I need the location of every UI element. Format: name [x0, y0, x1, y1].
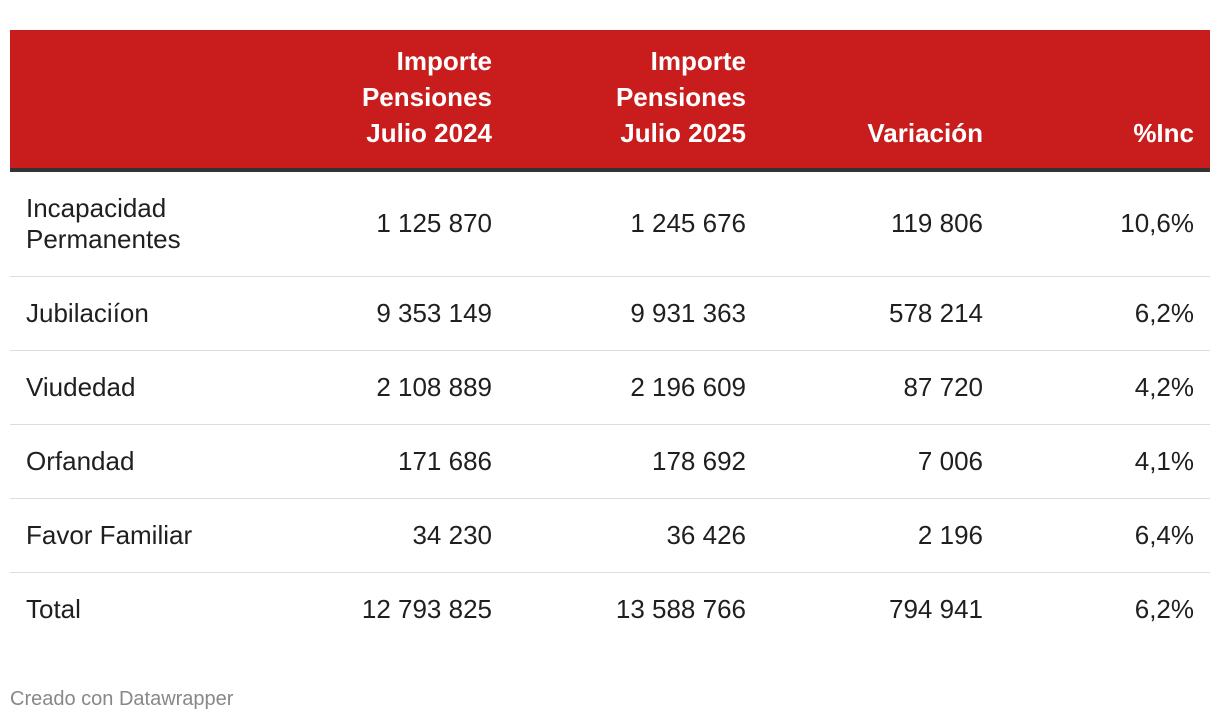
cell-2025: 9 931 363	[492, 276, 746, 351]
datawrapper-credit[interactable]: Creado con Datawrapper	[10, 688, 234, 710]
row-label: Total	[26, 593, 81, 624]
table-body: Incapacidad Permanentes 1 125 870 1 245 …	[10, 170, 1210, 646]
cell-2024: 34 230	[261, 498, 492, 573]
pensions-table: Importe Pensiones Julio 2024 Importe Pen…	[10, 30, 1210, 646]
cell-2025: 178 692	[492, 424, 746, 499]
row-label: Incapacidad Permanentes	[10, 170, 261, 277]
cell-variacion: 119 806	[746, 170, 983, 277]
header-cell-variacion: Variación	[746, 30, 983, 172]
header-cell-category	[10, 30, 261, 172]
header-label-variacion: Variación	[867, 118, 983, 148]
table-row: Jubilaciíon 9 353 149 9 931 363 578 214 …	[10, 276, 1210, 351]
cell-variacion: 578 214	[746, 276, 983, 351]
cell-inc: 6,2%	[983, 276, 1210, 351]
table-row: Viudedad 2 108 889 2 196 609 87 720 4,2%	[10, 350, 1210, 425]
header-label-2024: Importe Pensiones Julio 2024	[361, 46, 492, 148]
cell-2024: 171 686	[261, 424, 492, 499]
row-label: Viudedad	[10, 350, 261, 425]
cell-2025: 13 588 766	[615, 593, 746, 624]
table-header: Importe Pensiones Julio 2024 Importe Pen…	[10, 30, 1210, 172]
cell-inc: 4,1%	[983, 424, 1210, 499]
cell-2024: 9 353 149	[261, 276, 492, 351]
table-row-total: Total 12 793 825 13 588 766 794 941 6,2%	[10, 572, 1210, 646]
table-row: Orfandad 171 686 178 692 7 006 4,1%	[10, 424, 1210, 499]
header-label-2025: Importe Pensiones Julio 2025	[615, 46, 746, 148]
cell-variacion: 2 196	[746, 498, 983, 573]
cell-variacion: 794 941	[889, 593, 983, 624]
cell-inc: 6,2%	[1134, 593, 1194, 624]
header-cell-2025: Importe Pensiones Julio 2025	[492, 30, 746, 172]
table-row: Incapacidad Permanentes 1 125 870 1 245 …	[10, 170, 1210, 277]
table-row: Favor Familiar 34 230 36 426 2 196 6,4%	[10, 498, 1210, 573]
cell-2024: 1 125 870	[261, 170, 492, 277]
cell-inc: 4,2%	[983, 350, 1210, 425]
cell-2024: 12 793 825	[361, 593, 492, 624]
row-label: Favor Familiar	[10, 498, 261, 573]
header-label-inc: %Inc	[1133, 118, 1194, 148]
row-label: Jubilaciíon	[10, 276, 261, 351]
cell-2025: 2 196 609	[492, 350, 746, 425]
cell-variacion: 7 006	[746, 424, 983, 499]
cell-variacion: 87 720	[746, 350, 983, 425]
cell-2025: 36 426	[492, 498, 746, 573]
header-row: Importe Pensiones Julio 2024 Importe Pen…	[10, 30, 1210, 172]
cell-inc: 10,6%	[983, 170, 1210, 277]
header-cell-inc: %Inc	[983, 30, 1210, 172]
header-cell-2024: Importe Pensiones Julio 2024	[261, 30, 492, 172]
cell-inc: 6,4%	[983, 498, 1210, 573]
row-label: Orfandad	[10, 424, 261, 499]
cell-2025: 1 245 676	[492, 170, 746, 277]
pensions-table-container: Importe Pensiones Julio 2024 Importe Pen…	[10, 30, 1210, 646]
cell-2024: 2 108 889	[261, 350, 492, 425]
